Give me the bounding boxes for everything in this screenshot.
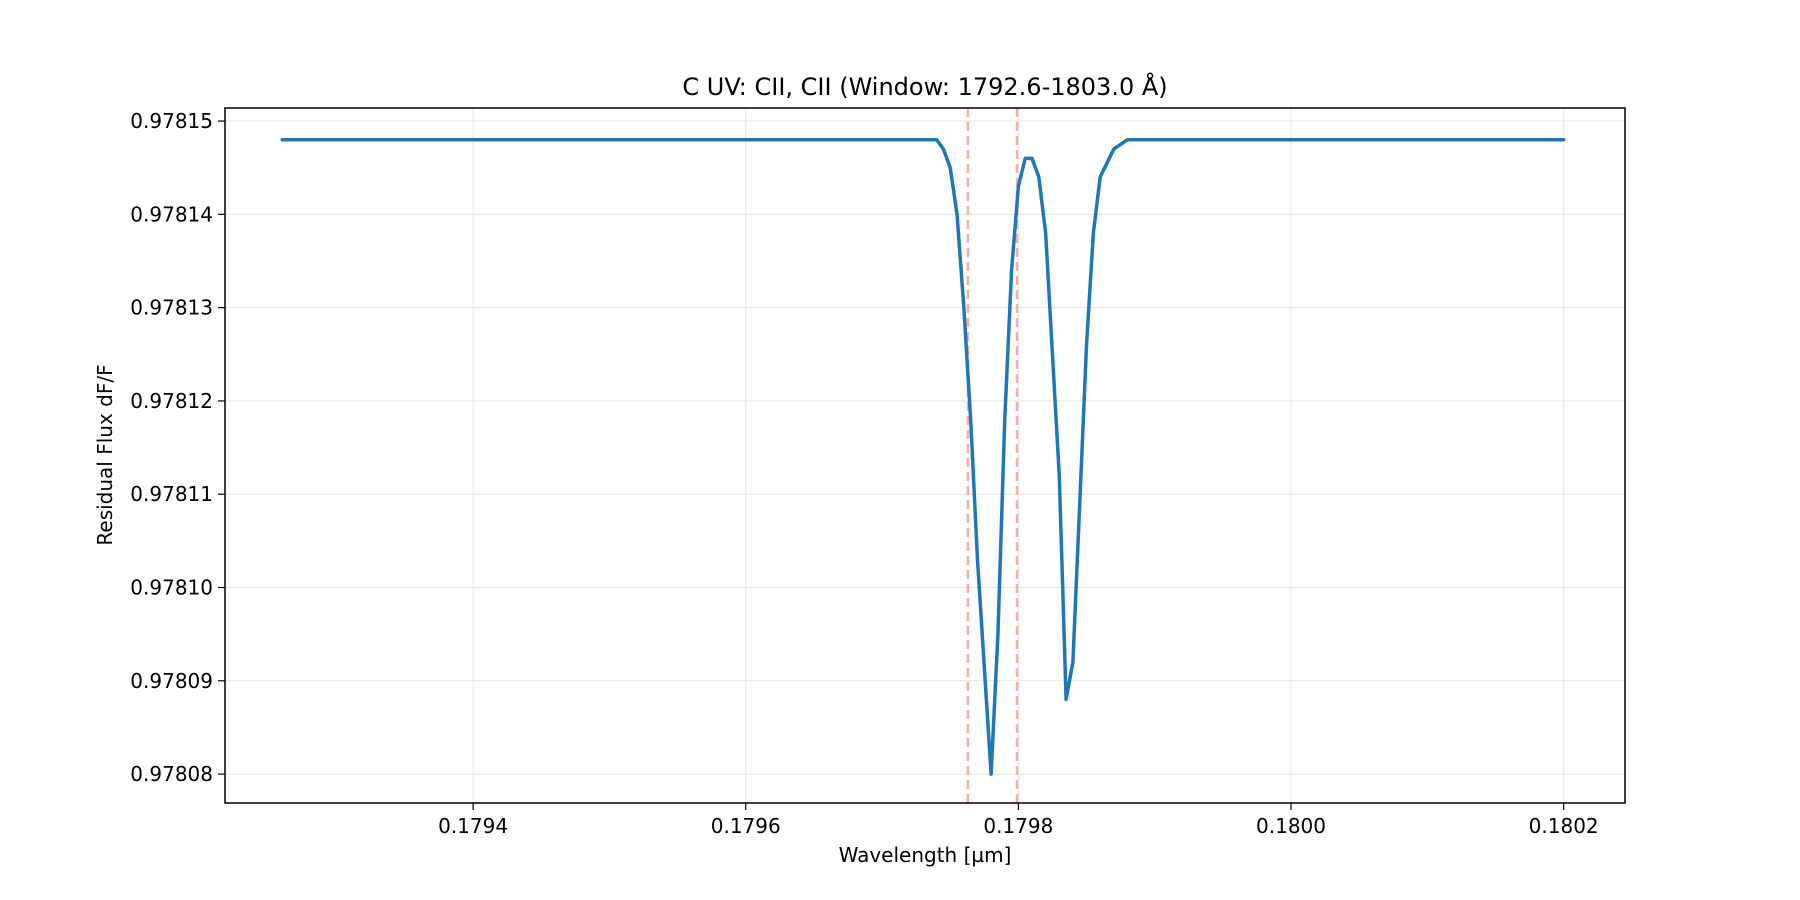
y-tick-label: 0.97810: [130, 576, 213, 600]
chart-title: C UV: CII, CII (Window: 1792.6-1803.0 Å): [682, 72, 1167, 101]
y-tick-label: 0.97808: [130, 762, 213, 786]
y-tick-label: 0.97809: [130, 669, 213, 693]
y-tick-label: 0.97815: [130, 109, 213, 133]
x-tick-label: 0.1798: [983, 814, 1053, 838]
y-axis-label: Residual Flux dF/F: [93, 364, 117, 545]
x-tick-label: 0.1794: [438, 814, 508, 838]
x-axis-ticks: 0.1794 0.1796 0.1798 0.1800 0.1802: [438, 803, 1599, 838]
data-series: [280, 137, 1566, 776]
x-axis-label: Wavelength [µm]: [839, 843, 1012, 867]
x-tick-label: 0.1802: [1529, 814, 1599, 838]
y-tick-label: 0.97811: [130, 482, 213, 506]
series-line: [280, 137, 1566, 776]
x-tick-label: 0.1796: [711, 814, 781, 838]
y-tick-label: 0.97813: [130, 296, 213, 320]
grid: [225, 108, 1625, 803]
x-tick-label: 0.1800: [1256, 814, 1326, 838]
y-tick-label: 0.97814: [130, 202, 213, 226]
y-tick-label: 0.97812: [130, 389, 213, 413]
plot-frame: [224, 107, 1626, 804]
y-axis-ticks: 0.97808 0.97809 0.97810 0.97811 0.97812 0.978…: [130, 109, 225, 786]
